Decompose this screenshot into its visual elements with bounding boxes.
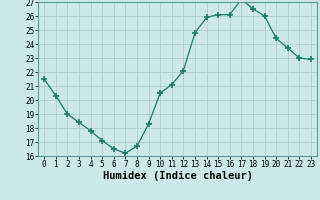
X-axis label: Humidex (Indice chaleur): Humidex (Indice chaleur) (103, 171, 252, 181)
